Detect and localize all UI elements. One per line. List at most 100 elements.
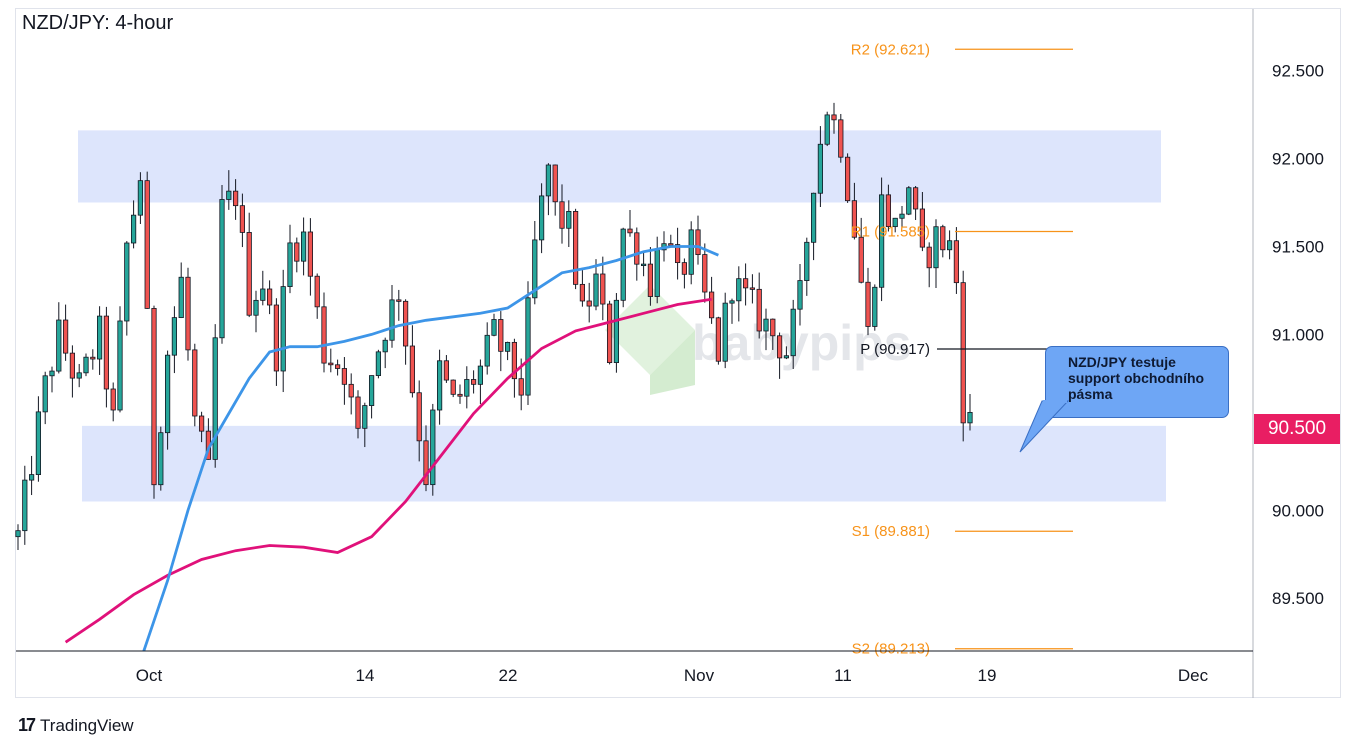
candle [185,267,191,361]
candle [314,273,320,319]
candle [110,382,116,422]
candle [947,230,953,260]
candle-down-body [443,360,450,381]
candle [511,338,518,398]
candle-down-body [885,194,892,228]
candle-up-body [892,217,898,228]
x-tick-label: Nov [684,666,715,685]
candle [232,179,239,220]
watermark-logo-shade [650,330,695,395]
candle [348,373,354,415]
candle-down-body [450,379,456,395]
candle [212,324,218,468]
candle [124,241,130,336]
candle [722,292,728,369]
y-tick-label: 90.000 [1272,501,1324,520]
candle-down-body [756,288,762,332]
candle [334,359,341,376]
candle [382,337,388,369]
candle-down-body [586,300,592,307]
candle-up-body [763,318,769,332]
candle [688,221,694,285]
candle-up-body [130,214,137,244]
candle [736,266,742,322]
candle-down-body [416,392,422,442]
candle-up-body [593,273,599,307]
candle [675,227,681,280]
candle-down-body [457,393,463,397]
candle [552,164,558,216]
candle-up-body [947,240,953,251]
candle [892,217,898,233]
candle-down-body [913,187,919,210]
y-tick-label: 92.500 [1272,62,1324,81]
candle [97,306,103,375]
candle-up-body [729,300,735,304]
candle [396,289,402,321]
candle [940,224,946,258]
candle [144,171,150,309]
candle [641,250,647,277]
candle-up-body [620,228,626,301]
candle-up-body [253,299,259,316]
candle-up-body [879,194,885,288]
candle [239,193,245,248]
candle [130,200,137,249]
candle [300,217,307,276]
candle [838,113,844,163]
candle-up-body [260,288,266,301]
candle [953,227,960,294]
candle-up-body [797,280,803,310]
candle [171,306,177,374]
candle [90,349,96,370]
y-tick-label: 89.500 [1272,589,1324,608]
candle [192,343,198,427]
candle-down-body [518,378,524,396]
y-tick-label: 91.500 [1272,237,1324,256]
candle-up-body [491,319,497,336]
candle-up-body [362,405,368,429]
x-tick-label: 14 [356,666,375,685]
candle-down-body [511,341,518,380]
candle-down-body [348,383,354,398]
candle [22,465,28,545]
candle-up-body [906,187,912,215]
chart-frame [15,8,1341,698]
candle-down-body [681,262,688,275]
candle-down-body [334,364,341,369]
candle [389,285,395,348]
candle-up-body [76,372,82,379]
candle-down-body [232,190,239,207]
candle [933,219,939,289]
candle-up-body [464,379,470,397]
candle-up-body [899,213,905,219]
candle [845,153,851,203]
pivot-label-2: P (90.917) [860,341,930,358]
candle-down-body [709,291,715,319]
candle [280,269,286,393]
candle [797,263,803,326]
candle [913,185,919,221]
candle-down-body [110,388,116,411]
y-tick-label: 92.000 [1272,150,1324,169]
candle [328,348,334,373]
candle [443,355,450,383]
candle [15,524,21,551]
candle [743,263,749,306]
candle-down-body [838,119,844,158]
candle-down-body [396,299,402,302]
candle-up-body [375,351,382,376]
candle-up-body [436,360,443,411]
candle [178,262,184,319]
candle-up-body [226,190,232,200]
candle [539,183,545,254]
candle-up-body [22,479,28,532]
candle [607,300,613,365]
candle-down-body [552,164,558,203]
sma-layer [64,245,719,652]
candle-up-body [532,239,538,299]
candle [294,237,300,273]
candle-down-body [831,114,837,121]
candle [783,346,790,360]
candle-up-body [83,356,89,374]
